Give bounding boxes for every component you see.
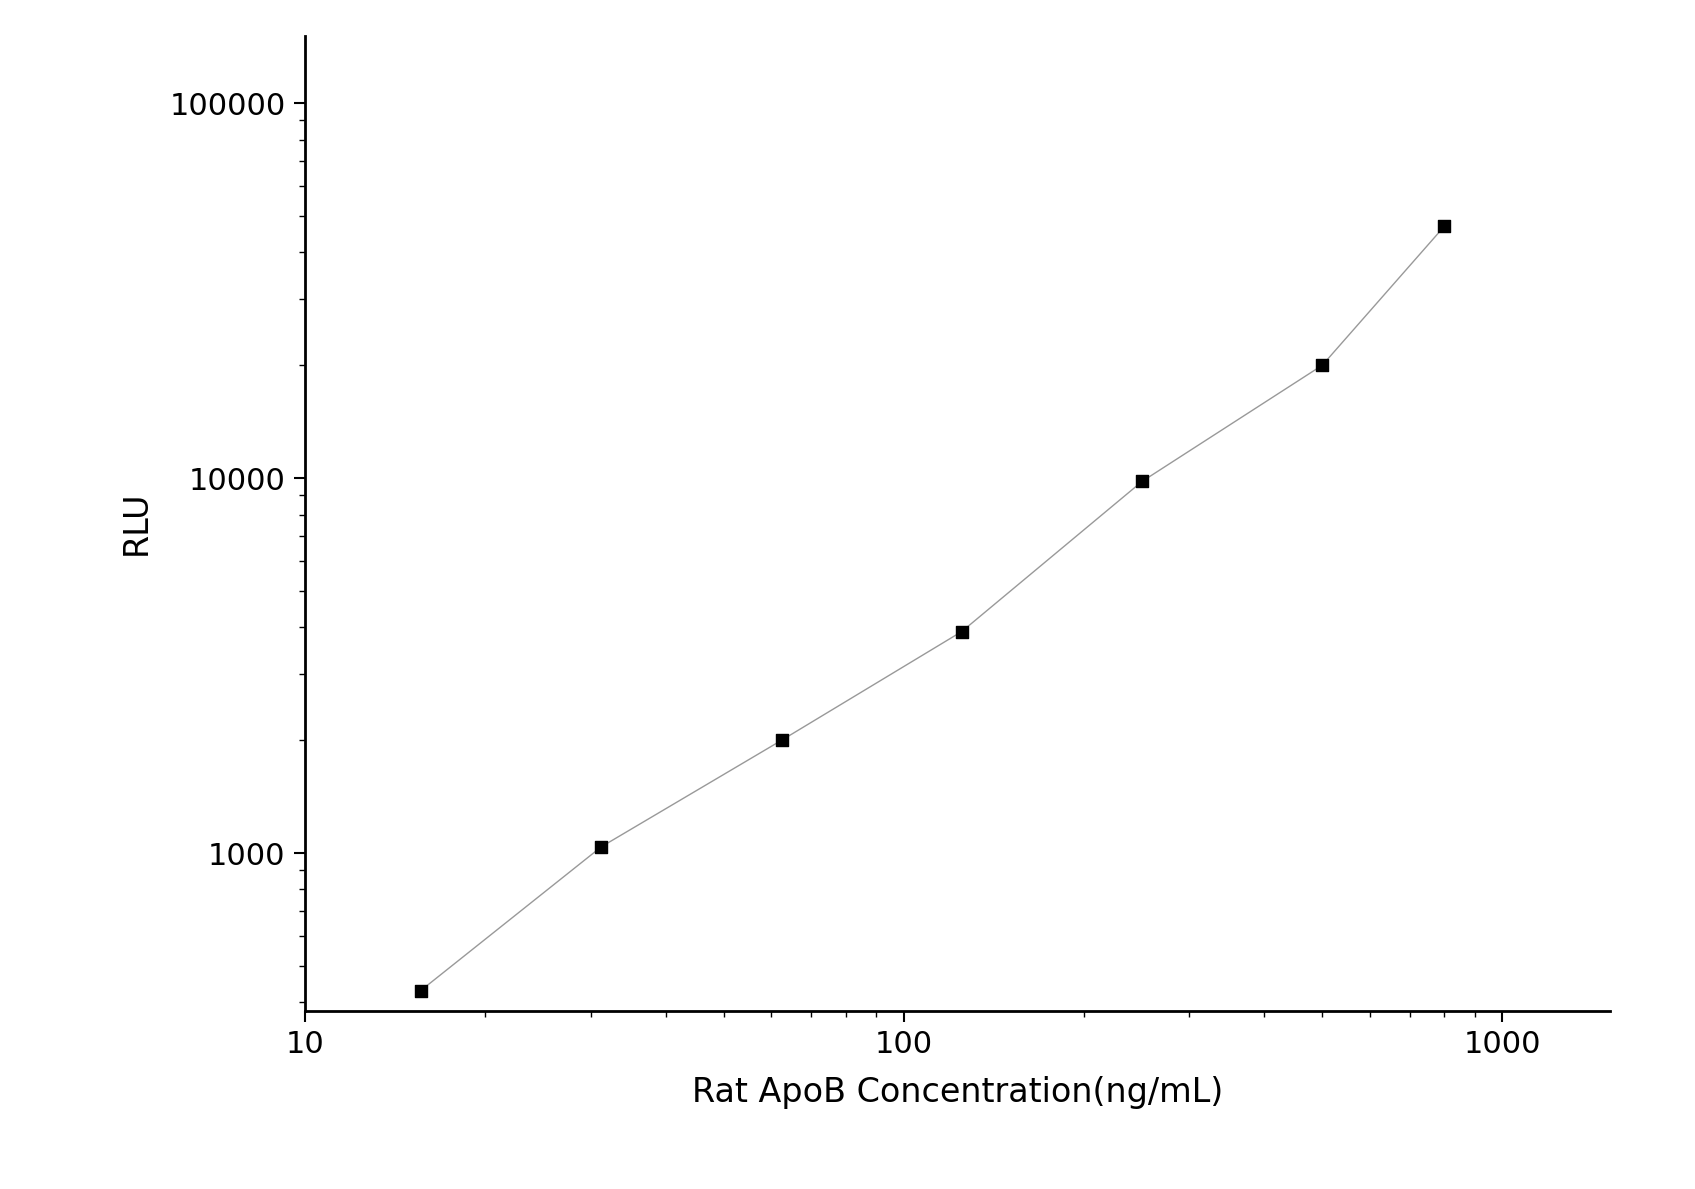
X-axis label: Rat ApoB Concentration(ng/mL): Rat ApoB Concentration(ng/mL) — [692, 1076, 1224, 1109]
Point — [588, 837, 615, 856]
Y-axis label: RLU: RLU — [120, 491, 153, 555]
Point — [407, 981, 434, 1000]
Point — [768, 731, 795, 750]
Point — [1309, 356, 1336, 375]
Point — [1431, 216, 1458, 235]
Point — [1129, 472, 1156, 491]
Point — [948, 622, 975, 641]
